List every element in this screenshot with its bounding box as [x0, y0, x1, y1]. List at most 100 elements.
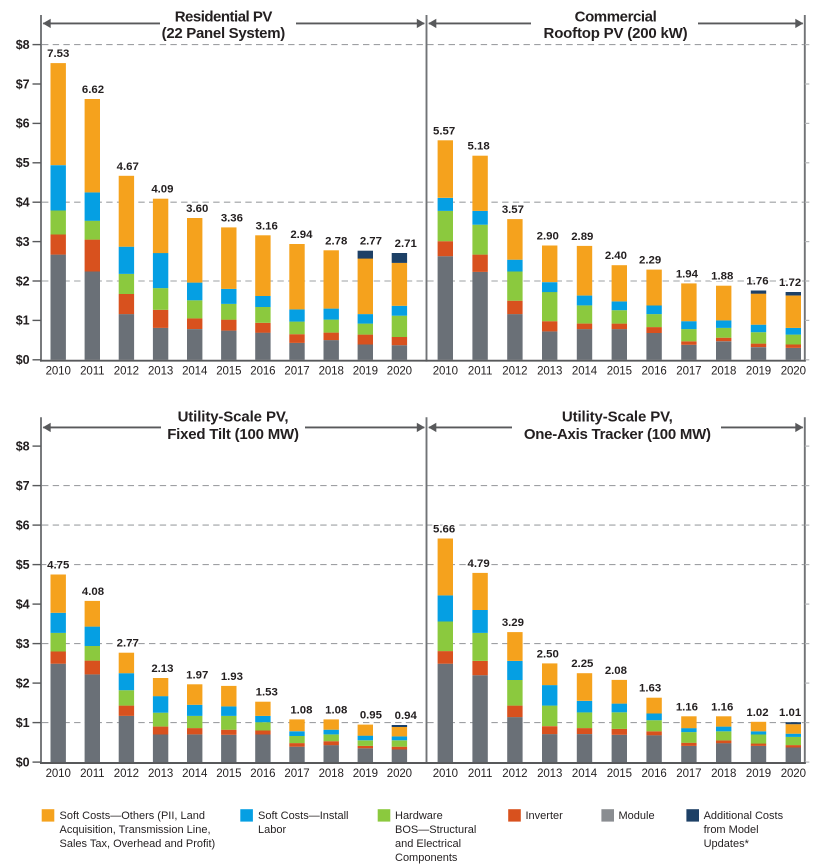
svg-text:$0: $0: [16, 353, 30, 367]
svg-text:2018: 2018: [319, 366, 344, 378]
svg-text:from Model: from Model: [704, 824, 759, 836]
svg-text:$3: $3: [16, 235, 30, 249]
svg-text:2017: 2017: [284, 366, 309, 378]
svg-text:2015: 2015: [607, 768, 632, 780]
svg-text:Utility-Scale PV,: Utility-Scale PV,: [562, 409, 673, 426]
svg-text:2.40: 2.40: [605, 250, 627, 262]
svg-text:2014: 2014: [572, 768, 598, 780]
svg-text:4.75: 4.75: [47, 560, 70, 572]
svg-text:1.76: 1.76: [746, 276, 768, 288]
svg-text:2011: 2011: [80, 366, 104, 378]
svg-text:$5: $5: [16, 558, 30, 572]
svg-text:2012: 2012: [114, 366, 139, 378]
svg-text:2012: 2012: [502, 768, 527, 780]
svg-text:$4: $4: [16, 597, 30, 611]
svg-text:$7: $7: [16, 479, 30, 493]
svg-text:Inverter: Inverter: [526, 810, 564, 822]
svg-text:2.13: 2.13: [151, 663, 173, 675]
svg-text:1.08: 1.08: [325, 704, 347, 716]
svg-text:1.16: 1.16: [676, 701, 698, 713]
svg-text:$8: $8: [16, 38, 30, 52]
svg-text:Hardware: Hardware: [395, 810, 443, 822]
svg-text:2.25: 2.25: [571, 658, 594, 670]
svg-text:2010: 2010: [46, 366, 71, 378]
svg-text:2010: 2010: [46, 768, 71, 780]
svg-text:2019: 2019: [353, 768, 378, 780]
svg-text:$2: $2: [16, 274, 30, 288]
svg-text:2019: 2019: [746, 366, 771, 378]
svg-text:One-Axis Tracker (100 MW): One-Axis Tracker (100 MW): [524, 426, 711, 443]
svg-text:2020: 2020: [781, 768, 806, 780]
svg-text:2010: 2010: [433, 366, 458, 378]
svg-text:$1: $1: [16, 716, 30, 730]
svg-text:2014: 2014: [182, 366, 208, 378]
svg-text:2.29: 2.29: [639, 255, 661, 267]
svg-text:0.95: 0.95: [360, 710, 383, 722]
svg-text:1.01: 1.01: [779, 707, 802, 719]
svg-text:4.08: 4.08: [82, 586, 104, 598]
svg-text:$2: $2: [16, 676, 30, 690]
svg-text:Sales Tax, Overhead and Profit: Sales Tax, Overhead and Profit): [60, 838, 216, 850]
svg-text:2020: 2020: [781, 366, 806, 378]
svg-text:3.36: 3.36: [221, 212, 243, 224]
svg-text:2.71: 2.71: [395, 238, 418, 250]
svg-text:Acquisition, Transmission Line: Acquisition, Transmission Line,: [60, 824, 211, 836]
svg-text:1.88: 1.88: [711, 271, 733, 283]
svg-text:2017: 2017: [676, 768, 701, 780]
svg-text:2015: 2015: [607, 366, 632, 378]
svg-text:2013: 2013: [148, 366, 173, 378]
svg-text:2.08: 2.08: [605, 665, 627, 677]
svg-text:2013: 2013: [537, 366, 562, 378]
svg-text:1.16: 1.16: [711, 701, 733, 713]
svg-text:2019: 2019: [353, 366, 378, 378]
svg-text:2.94: 2.94: [290, 229, 313, 241]
svg-text:3.60: 3.60: [186, 203, 208, 215]
svg-text:2013: 2013: [148, 768, 173, 780]
svg-text:Updates*: Updates*: [704, 838, 750, 850]
svg-text:2011: 2011: [468, 768, 492, 780]
svg-text:0.94: 0.94: [395, 710, 418, 722]
svg-text:5.57: 5.57: [433, 125, 455, 137]
svg-text:Components: Components: [395, 852, 458, 864]
svg-text:Module: Module: [619, 810, 655, 822]
svg-text:$5: $5: [16, 156, 30, 170]
svg-text:Additional Costs: Additional Costs: [704, 810, 784, 822]
svg-text:2017: 2017: [676, 366, 701, 378]
svg-text:Labor: Labor: [258, 824, 286, 836]
svg-text:4.09: 4.09: [151, 184, 173, 196]
svg-text:1.94: 1.94: [676, 268, 699, 280]
svg-text:6.62: 6.62: [82, 84, 104, 96]
svg-text:$7: $7: [16, 77, 30, 91]
svg-text:2018: 2018: [711, 366, 736, 378]
svg-text:3.16: 3.16: [256, 220, 278, 232]
svg-text:7.53: 7.53: [47, 48, 69, 60]
svg-text:$1: $1: [16, 314, 30, 328]
svg-text:4.67: 4.67: [117, 161, 139, 173]
svg-text:2014: 2014: [572, 366, 598, 378]
svg-text:1.53: 1.53: [256, 687, 278, 699]
svg-text:$4: $4: [16, 196, 30, 210]
svg-text:2011: 2011: [80, 768, 104, 780]
svg-text:5.66: 5.66: [433, 524, 455, 536]
svg-text:2.90: 2.90: [537, 231, 559, 243]
svg-text:2.89: 2.89: [571, 231, 593, 243]
svg-text:Utility-Scale PV,: Utility-Scale PV,: [178, 409, 289, 426]
svg-text:2015: 2015: [216, 768, 241, 780]
svg-text:Fixed Tilt (100 MW): Fixed Tilt (100 MW): [167, 426, 299, 443]
svg-text:2016: 2016: [250, 366, 275, 378]
svg-text:BOS—Structural: BOS—Structural: [395, 824, 476, 836]
svg-text:2012: 2012: [114, 768, 139, 780]
svg-text:Commercial: Commercial: [575, 9, 657, 26]
svg-text:2018: 2018: [319, 768, 344, 780]
svg-text:1.97: 1.97: [186, 669, 208, 681]
svg-text:2018: 2018: [711, 768, 736, 780]
svg-text:(22 Panel System): (22 Panel System): [162, 25, 286, 42]
svg-text:2014: 2014: [182, 768, 208, 780]
svg-text:2015: 2015: [216, 366, 241, 378]
svg-text:Soft Costs—Install: Soft Costs—Install: [258, 810, 348, 822]
svg-text:and Electrical: and Electrical: [395, 838, 461, 850]
svg-text:2012: 2012: [502, 366, 527, 378]
svg-text:Rooftop PV (200 kW): Rooftop PV (200 kW): [544, 25, 688, 42]
svg-text:$6: $6: [16, 518, 30, 532]
svg-text:3.57: 3.57: [502, 204, 524, 216]
